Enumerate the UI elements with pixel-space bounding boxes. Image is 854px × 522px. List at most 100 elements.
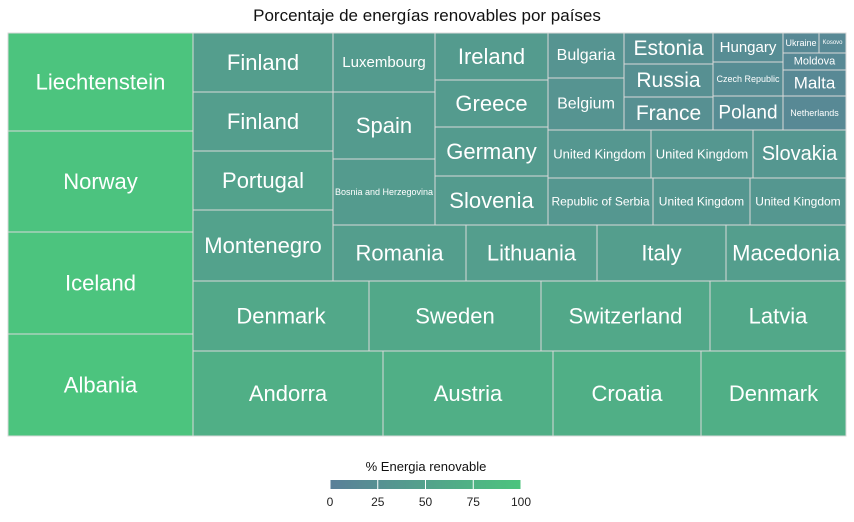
tile-moldova: Moldova xyxy=(782,52,847,71)
tile-liechtenstein: Liechtenstein xyxy=(7,32,194,132)
tile-label: Hungary xyxy=(720,39,777,56)
tile-label: Germany xyxy=(446,139,536,164)
tile-rect xyxy=(700,350,847,437)
tile-label: Iceland xyxy=(65,271,136,296)
tile-malta: Malta xyxy=(782,69,847,97)
tile-france: France xyxy=(623,96,714,131)
tile-luxembourg: Luxembourg xyxy=(332,32,436,93)
tile-rect xyxy=(192,32,334,93)
tile-label: Estonia xyxy=(633,37,703,60)
legend-colorbar xyxy=(330,480,521,489)
tile-label: Poland xyxy=(718,103,777,124)
tile-label: United Kingdom xyxy=(656,147,749,162)
tile-label: Belgium xyxy=(557,96,615,113)
tile-label: Liechtenstein xyxy=(36,70,166,95)
tile-estonia: Estonia xyxy=(623,32,714,65)
tile-croatia: Croatia xyxy=(552,350,702,437)
tile-united-kingdom: United Kingdom xyxy=(652,177,751,226)
tile-rect xyxy=(332,158,436,226)
tile-rect xyxy=(782,95,847,131)
tile-rect xyxy=(192,209,334,282)
tile-label: Finland xyxy=(227,109,299,134)
tile-rect xyxy=(752,129,847,179)
tile-united-kingdom: United Kingdom xyxy=(650,129,754,179)
tile-italy: Italy xyxy=(596,224,727,282)
tile-rect xyxy=(434,175,549,226)
tile-rect xyxy=(623,63,714,98)
tile-hungary: Hungary xyxy=(712,32,784,63)
tile-label: Finland xyxy=(227,50,299,75)
treemap: Liechtenstein Norway Iceland Albania Finland… xyxy=(7,32,847,437)
tile-bulgaria: Bulgaria xyxy=(547,32,625,79)
tile-label: Denmark xyxy=(236,304,326,329)
legend-tick-label: 75 xyxy=(467,495,481,509)
tile-label: Ireland xyxy=(458,44,525,69)
tile-rect xyxy=(7,333,194,437)
tile-romania: Romania xyxy=(332,224,467,282)
tile-rect xyxy=(552,350,702,437)
tile-rect xyxy=(782,69,847,97)
tile-label: Republic of Serbia xyxy=(551,195,649,209)
tile-rect xyxy=(623,32,714,65)
tile-label: Norway xyxy=(63,169,138,194)
tile-label: Macedonia xyxy=(732,241,840,266)
tile-label: United Kingdom xyxy=(553,147,646,162)
tile-greece: Greece xyxy=(434,79,549,128)
legend-tick-label: 50 xyxy=(419,495,433,509)
tile-label: Czech Republic xyxy=(716,74,780,84)
tile-rect xyxy=(725,224,847,282)
tile-finland: Finland xyxy=(192,91,334,152)
tile-label: Slovenia xyxy=(449,188,534,213)
tile-lithuania: Lithuania xyxy=(465,224,598,282)
tile-switzerland: Switzerland xyxy=(540,280,711,352)
tile-rect xyxy=(709,280,847,352)
tile-kosovo: Kosovo xyxy=(818,32,847,54)
tile-rect xyxy=(434,79,549,128)
tile-rect xyxy=(596,224,727,282)
tile-latvia: Latvia xyxy=(709,280,847,352)
tile-slovenia: Slovenia xyxy=(434,175,549,226)
tile-label: Greece xyxy=(455,91,527,116)
tile-label: Slovakia xyxy=(762,143,838,165)
tile-ukraine: Ukraine xyxy=(782,32,820,54)
tile-label: Russia xyxy=(636,69,701,92)
tile-label: Switzerland xyxy=(569,304,683,329)
tile-label: Lithuania xyxy=(487,241,577,266)
tile-label: Denmark xyxy=(729,381,819,406)
tile-label: Ukraine xyxy=(785,38,816,48)
legend-tick-label: 100 xyxy=(511,495,531,509)
tile-montenegro: Montenegro xyxy=(192,209,334,282)
tile-norway: Norway xyxy=(7,130,194,233)
chart-title: Porcentaje de energías renovables por pa… xyxy=(253,6,601,25)
tile-label: Croatia xyxy=(592,381,664,406)
tile-ireland: Ireland xyxy=(434,32,549,81)
tile-label: Montenegro xyxy=(204,233,321,258)
tile-label: Austria xyxy=(434,381,503,406)
tile-rect xyxy=(434,126,549,177)
legend-title: % Energia renovable xyxy=(365,459,487,474)
tile-macedonia: Macedonia xyxy=(725,224,847,282)
tile-rect xyxy=(540,280,711,352)
tile-rect xyxy=(465,224,598,282)
tile-spain: Spain xyxy=(332,91,436,160)
tile-albania: Albania xyxy=(7,333,194,437)
tile-label: Kosovo xyxy=(822,40,843,46)
tile-republic-of-serbia: Republic of Serbia xyxy=(547,177,654,226)
tile-belgium: Belgium xyxy=(547,77,625,131)
tile-bosnia-and-herzegovina: Bosnia and Herzegovina xyxy=(332,158,436,226)
tile-label: Malta xyxy=(794,74,836,93)
tile-portugal: Portugal xyxy=(192,150,334,211)
tile-label: Portugal xyxy=(222,168,304,193)
tile-slovakia: Slovakia xyxy=(752,129,847,179)
tile-label: Latvia xyxy=(749,304,808,329)
tile-united-kingdom: United Kingdom xyxy=(749,177,847,226)
tile-label: Italy xyxy=(641,241,681,266)
tile-rect xyxy=(749,177,847,226)
tile-poland: Poland xyxy=(712,95,784,131)
tile-united-kingdom: United Kingdom xyxy=(547,129,652,179)
legend-tick-label: 0 xyxy=(327,495,334,509)
tile-label: Bulgaria xyxy=(557,47,616,64)
tile-label: Romania xyxy=(355,241,444,266)
tile-label: Luxembourg xyxy=(342,54,425,71)
tile-rect xyxy=(547,177,654,226)
